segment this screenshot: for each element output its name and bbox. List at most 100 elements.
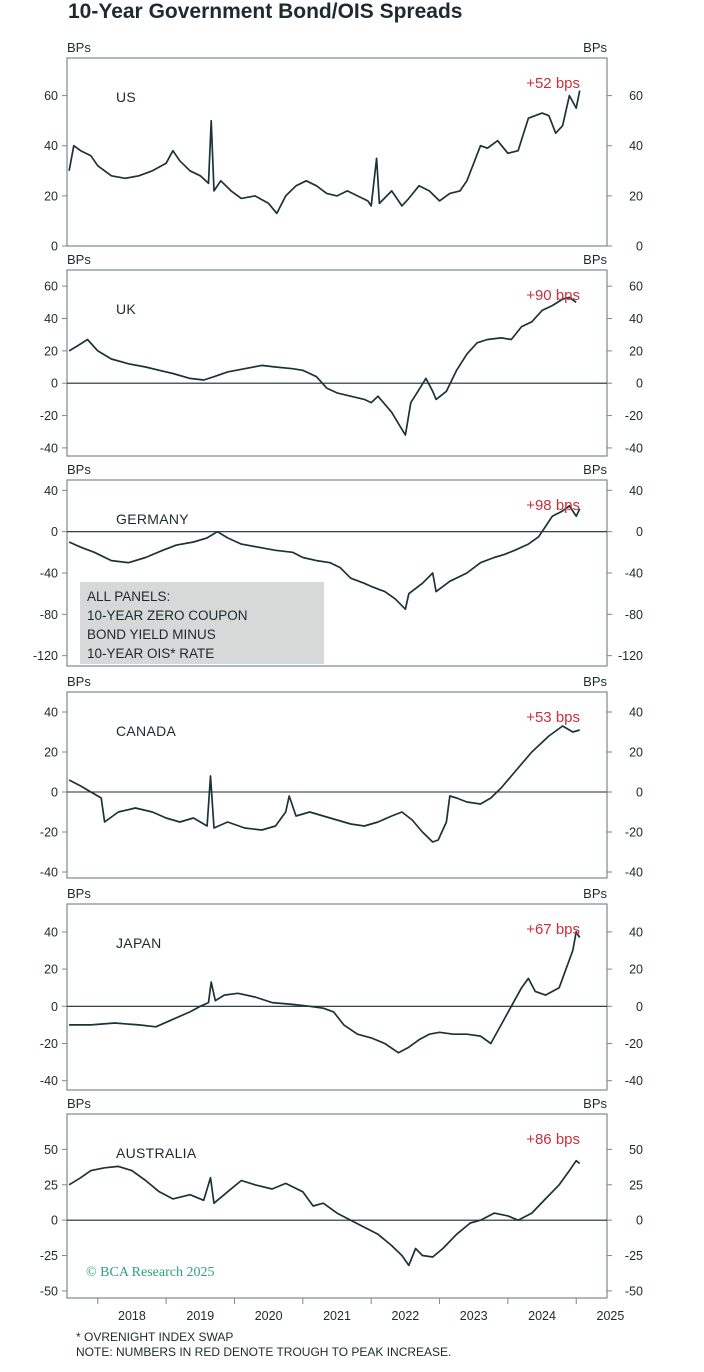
y-tick-label-right: 40 [629, 484, 643, 498]
panel-name: CANADA [116, 723, 177, 739]
y-axis-units-right: BPs [583, 40, 607, 55]
note-line: 10-YEAR OIS* RATE [87, 646, 215, 661]
y-tick-label-right: 40 [629, 706, 643, 720]
y-tick-label-left: 20 [44, 963, 58, 977]
series-line-australia [68, 1159, 581, 1267]
y-tick-label-left: 40 [44, 925, 58, 939]
note-box: ALL PANELS: 10-YEAR ZERO COUPON BOND YIE… [80, 582, 324, 664]
y-tick-label-left: 20 [44, 189, 58, 203]
y-tick-label-right: -40 [625, 1074, 643, 1088]
y-axis-units-left: BPs [67, 1096, 91, 1111]
series-line-us [68, 90, 581, 215]
panel-australia: BPs BPs -50 -50 -25 -25 0 0 25 25 50 50 AUSTRALIA +86… [40, 1096, 643, 1299]
y-tick-label-right: 60 [629, 89, 643, 103]
y-tick-label-left: 0 [51, 786, 58, 800]
y-tick-label-right: -120 [618, 649, 643, 663]
footnote: * OVRENIGHT INDEX SWAP [76, 1330, 234, 1344]
y-tick-label-left: 40 [44, 706, 58, 720]
series-line-germany [68, 504, 581, 611]
panel-canada: BPs BPs -40 -40 -20 -20 0 0 20 20 40 40 CANADA +53 bp… [40, 674, 643, 880]
y-tick-label-left: 60 [44, 89, 58, 103]
y-tick-label-right: -40 [625, 866, 643, 880]
y-axis-units-left: BPs [67, 674, 91, 689]
x-tick-label: 2024 [528, 1309, 556, 1323]
x-tick-label: 2023 [460, 1309, 488, 1323]
y-tick-label-left: -20 [40, 1037, 58, 1051]
y-tick-label-left: 0 [51, 525, 58, 539]
panel-japan: BPs BPs -40 -40 -20 -20 0 0 20 20 40 40 JAPAN +67 bps [40, 886, 643, 1091]
y-tick-label-right: -25 [625, 1249, 643, 1263]
y-axis-units-left: BPs [67, 886, 91, 901]
watermark: © BCA Research 2025 [86, 1265, 215, 1280]
panel-frame [66, 57, 608, 247]
y-axis-units-right: BPs [583, 674, 607, 689]
y-tick-label-left: 25 [44, 1178, 58, 1192]
y-tick-label-left: 0 [51, 377, 58, 391]
x-tick-label: 2020 [255, 1309, 283, 1323]
panel-annotation: +98 bps [526, 497, 580, 514]
y-tick-label-right: -40 [625, 441, 643, 455]
y-tick-label-right: 40 [629, 925, 643, 939]
series-line-uk [68, 296, 577, 436]
y-axis-units-left: BPs [67, 252, 91, 267]
y-tick-label-right: 50 [629, 1143, 643, 1157]
y-tick-label-left: -80 [40, 608, 58, 622]
y-tick-label-left: 40 [44, 312, 58, 326]
y-tick-label-right: -40 [625, 567, 643, 581]
y-tick-label-left: -120 [33, 649, 58, 663]
panel-frame [66, 903, 608, 1091]
panel-annotation: +86 bps [526, 1131, 580, 1148]
panel-frame [66, 1113, 608, 1299]
y-tick-label-right: 40 [629, 139, 643, 153]
y-axis-units-left: BPs [67, 40, 91, 55]
y-tick-label-left: 20 [44, 344, 58, 358]
y-axis-units-right: BPs [583, 1096, 607, 1111]
panel-frame [66, 269, 608, 457]
footnotes: * OVRENIGHT INDEX SWAP NOTE: NUMBERS IN … [76, 1330, 451, 1360]
panel-uk: BPs BPs -40 -40 -20 -20 0 0 20 20 40 40 60 60 UK +90 bp… [40, 252, 643, 457]
y-tick-label-right: -20 [625, 826, 643, 840]
y-tick-label-right: 40 [629, 312, 643, 326]
y-tick-label-left: -20 [40, 409, 58, 423]
panel-annotation: +67 bps [526, 921, 580, 938]
y-tick-label-left: -40 [40, 567, 58, 581]
note-line: 10-YEAR ZERO COUPON [87, 608, 248, 623]
x-axis: 2018 2019 2020 2021 2022 2023 2024 2025 [97, 1298, 625, 1323]
panel-name: JAPAN [116, 935, 162, 951]
y-tick-label-left: -40 [40, 866, 58, 880]
panel-name: UK [116, 301, 136, 317]
note-line: ALL PANELS: [87, 589, 171, 604]
x-tick-label: 2021 [323, 1309, 351, 1323]
panel-us: BPs BPs 0 0 20 20 40 40 60 60 US +52 bps [44, 40, 643, 254]
x-tick-label: 2018 [118, 1309, 146, 1323]
y-tick-label-right: 20 [629, 344, 643, 358]
y-tick-label-right: 0 [636, 786, 643, 800]
y-tick-label-left: -20 [40, 826, 58, 840]
x-tick-label: 2022 [391, 1309, 419, 1323]
x-tick-label: 2025 [597, 1309, 625, 1323]
y-axis-units-left: BPs [67, 462, 91, 477]
footnote: NOTE: NUMBERS IN RED DENOTE TROUGH TO PE… [76, 1345, 452, 1359]
y-tick-label-right: 0 [636, 377, 643, 391]
y-tick-label-left: 0 [51, 240, 58, 254]
panel-annotation: +52 bps [526, 75, 580, 92]
y-tick-label-right: 20 [629, 746, 643, 760]
panel-germany: BPs BPs -120 -120 -80 -80 -40 -40 0 0 40 40 GERMANY +… [33, 462, 643, 667]
panel-annotation: +53 bps [526, 709, 580, 726]
series-line-canada [68, 725, 580, 843]
y-tick-label-right: 20 [629, 963, 643, 977]
y-tick-label-left: 40 [44, 484, 58, 498]
y-tick-label-right: -50 [625, 1284, 643, 1298]
chart-title: 10-Year Government Bond/OIS Spreads [68, 0, 463, 23]
y-tick-label-right: -20 [625, 409, 643, 423]
panel-name: AUSTRALIA [116, 1145, 197, 1161]
y-tick-label-right: 20 [629, 189, 643, 203]
note-line: BOND YIELD MINUS [87, 627, 216, 642]
y-tick-label-right: 0 [636, 1214, 643, 1228]
y-tick-label-left: -40 [40, 1074, 58, 1088]
y-tick-label-right: 0 [636, 525, 643, 539]
y-tick-label-left: 0 [51, 1000, 58, 1014]
y-tick-label-right: -80 [625, 608, 643, 622]
y-tick-label-left: -40 [40, 441, 58, 455]
